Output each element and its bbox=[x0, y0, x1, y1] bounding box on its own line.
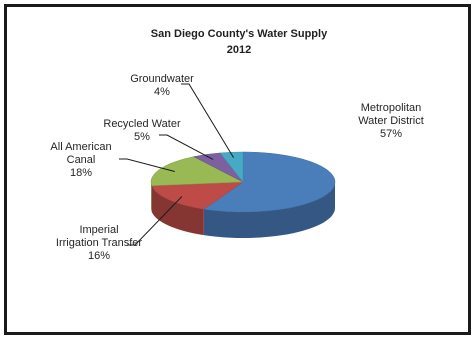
pie-side-imperial-irrigation-transfer bbox=[151, 185, 204, 236]
leader-line-imperial-irrigation-transfer bbox=[127, 196, 183, 246]
pie-slice-groundwater bbox=[219, 151, 244, 183]
leader-line-groundwater bbox=[181, 83, 234, 158]
slice-label-metropolitan-water-district: Metropolitan bbox=[361, 102, 422, 114]
slice-label-groundwater: Groundwater bbox=[130, 73, 194, 85]
pie-slice-imperial-irrigation-transfer bbox=[151, 181, 244, 210]
slice-label-recycled-water: Recycled Water bbox=[103, 118, 181, 130]
slice-pct-label-all-american-canal: 18% bbox=[70, 167, 92, 179]
pie-side-all-american-canal bbox=[151, 182, 152, 212]
leader-line-all-american-canal bbox=[119, 158, 175, 173]
slice-label-all-american-canal: All American bbox=[50, 141, 111, 153]
slice-label-imperial-irrigation-transfer: Imperial bbox=[79, 224, 118, 236]
slice-pct-label-imperial-irrigation-transfer: 16% bbox=[88, 250, 110, 262]
pie-sides bbox=[151, 182, 335, 238]
pie-slice-metropolitan-water-district bbox=[203, 151, 336, 213]
slice-pct-label-groundwater: 4% bbox=[154, 86, 170, 98]
pie-side-metropolitan-water-district bbox=[203, 182, 335, 238]
slice-label-metropolitan-water-district: Water District bbox=[358, 115, 424, 127]
leader-line-recycled-water bbox=[159, 134, 214, 160]
pie-top bbox=[150, 151, 336, 213]
slice-pct-label-metropolitan-water-district: 57% bbox=[380, 128, 402, 140]
slice-label-all-american-canal: Canal bbox=[67, 154, 96, 166]
chart-subtitle: 2012 bbox=[227, 44, 251, 56]
slice-pct-label-recycled-water: 5% bbox=[134, 131, 150, 143]
pie-chart: San Diego County's Water Supply 2012 Met… bbox=[50, 28, 423, 262]
chart-frame: San Diego County's Water Supply 2012 Met… bbox=[4, 4, 471, 335]
slice-label-imperial-irrigation-transfer: Irrigation Transfer bbox=[56, 237, 143, 249]
chart-title: San Diego County's Water Supply bbox=[151, 28, 328, 40]
leader-lines bbox=[119, 83, 234, 246]
pie-slice-all-american-canal bbox=[150, 156, 244, 187]
